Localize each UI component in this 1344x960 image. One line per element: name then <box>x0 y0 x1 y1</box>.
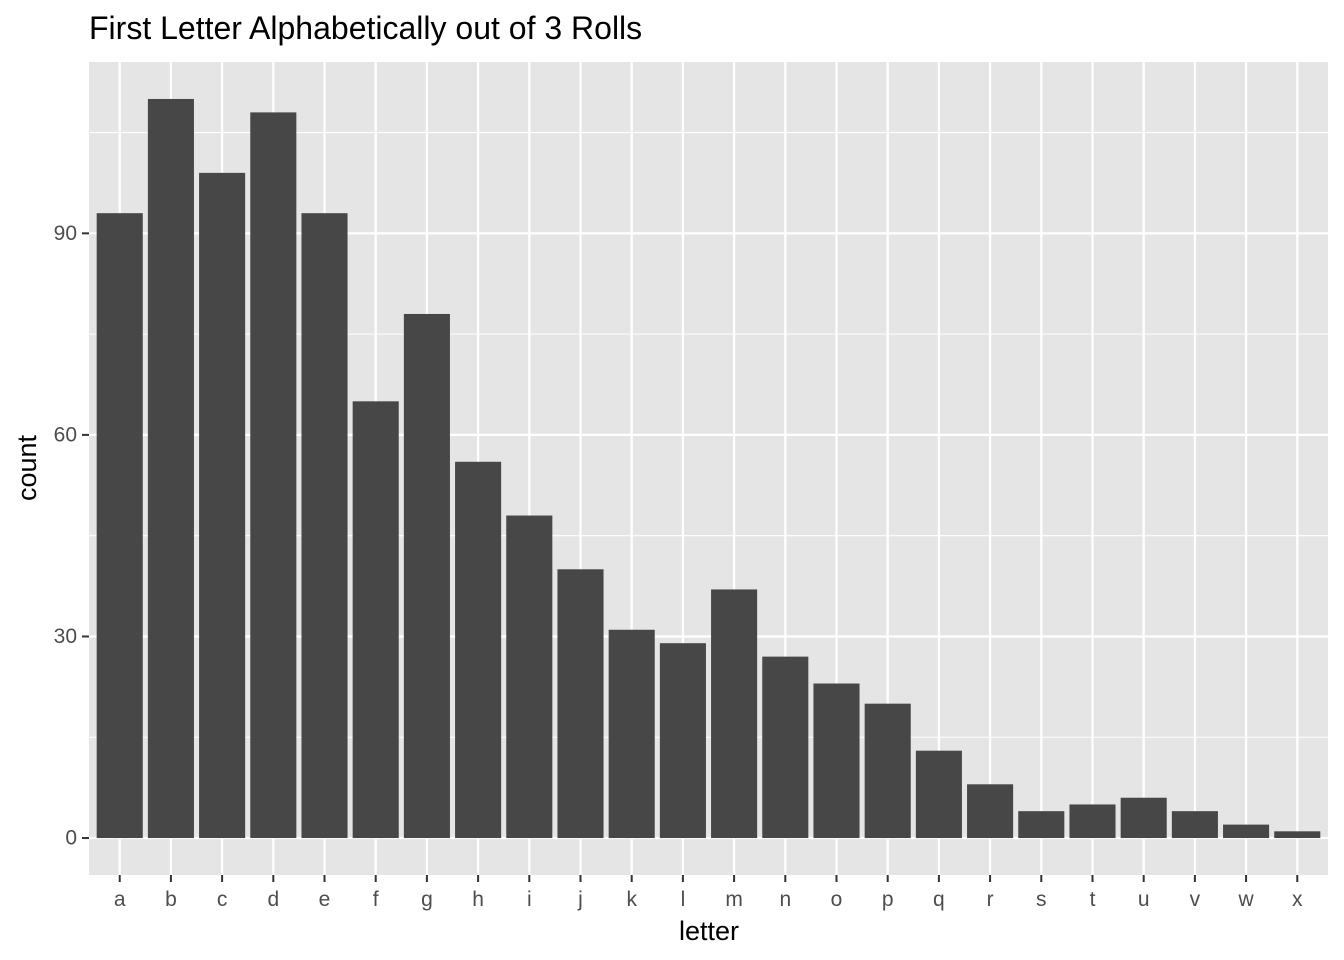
bar-p <box>864 703 911 839</box>
x-tick-label: q <box>933 888 945 911</box>
x-axis-title: letter <box>679 916 739 946</box>
bar-s <box>1018 811 1065 839</box>
bar-x <box>1274 831 1321 839</box>
y-tick-label: 90 <box>54 222 77 245</box>
bar-c <box>199 172 246 839</box>
y-axis: 0 30 60 90 <box>54 222 89 850</box>
bars <box>96 98 1321 839</box>
y-tick-label: 60 <box>54 423 77 446</box>
bar-b <box>147 98 194 839</box>
bar-q <box>915 750 962 839</box>
bar-a <box>96 213 143 839</box>
x-tick-label: i <box>527 888 532 911</box>
bar-u <box>1120 797 1167 839</box>
bar-g <box>403 313 450 839</box>
x-tick-label: h <box>472 888 484 911</box>
bar-h <box>455 461 502 839</box>
bar-l <box>659 643 706 839</box>
bar-t <box>1069 804 1116 839</box>
x-tick-label: k <box>626 888 637 911</box>
y-axis-title: count <box>12 434 42 501</box>
bar-w <box>1223 824 1270 839</box>
x-tick-label: p <box>882 888 894 911</box>
bar-r <box>967 784 1014 839</box>
bar-k <box>608 629 655 839</box>
x-tick-label: w <box>1237 888 1254 911</box>
bar-o <box>813 683 860 839</box>
x-tick-label: c <box>217 888 228 911</box>
y-tick-label: 30 <box>54 625 77 648</box>
x-tick-label: b <box>165 888 177 911</box>
x-tick-label: u <box>1138 888 1150 911</box>
x-tick-label: j <box>577 888 583 911</box>
x-tick-label: x <box>1292 888 1303 911</box>
chart-title: First Letter Alphabetically out of 3 Rol… <box>89 10 642 46</box>
y-tick-label: 0 <box>65 827 77 850</box>
bar-m <box>711 589 758 839</box>
x-tick-label: r <box>987 888 994 911</box>
x-tick-label: d <box>267 888 279 911</box>
x-tick-label: g <box>421 888 433 911</box>
x-tick-label: v <box>1190 888 1201 911</box>
x-tick-label: o <box>831 888 843 911</box>
x-tick-label: t <box>1090 888 1096 911</box>
bar-i <box>506 515 553 839</box>
x-tick-label: n <box>779 888 791 911</box>
bar-j <box>557 569 604 839</box>
bar-v <box>1171 811 1218 839</box>
x-tick-label: l <box>681 888 686 911</box>
x-tick-label: e <box>319 888 331 911</box>
x-axis: a b c d e f g h i j k l m n o p q r s t u v w x <box>114 875 1303 911</box>
x-tick-label: f <box>373 888 379 911</box>
x-tick-label: m <box>725 888 743 911</box>
bar-n <box>762 656 809 839</box>
bar-d <box>250 112 297 839</box>
bar-f <box>352 401 399 839</box>
bar-e <box>301 213 348 839</box>
x-tick-label: s <box>1036 888 1047 911</box>
x-tick-label: a <box>114 888 126 911</box>
